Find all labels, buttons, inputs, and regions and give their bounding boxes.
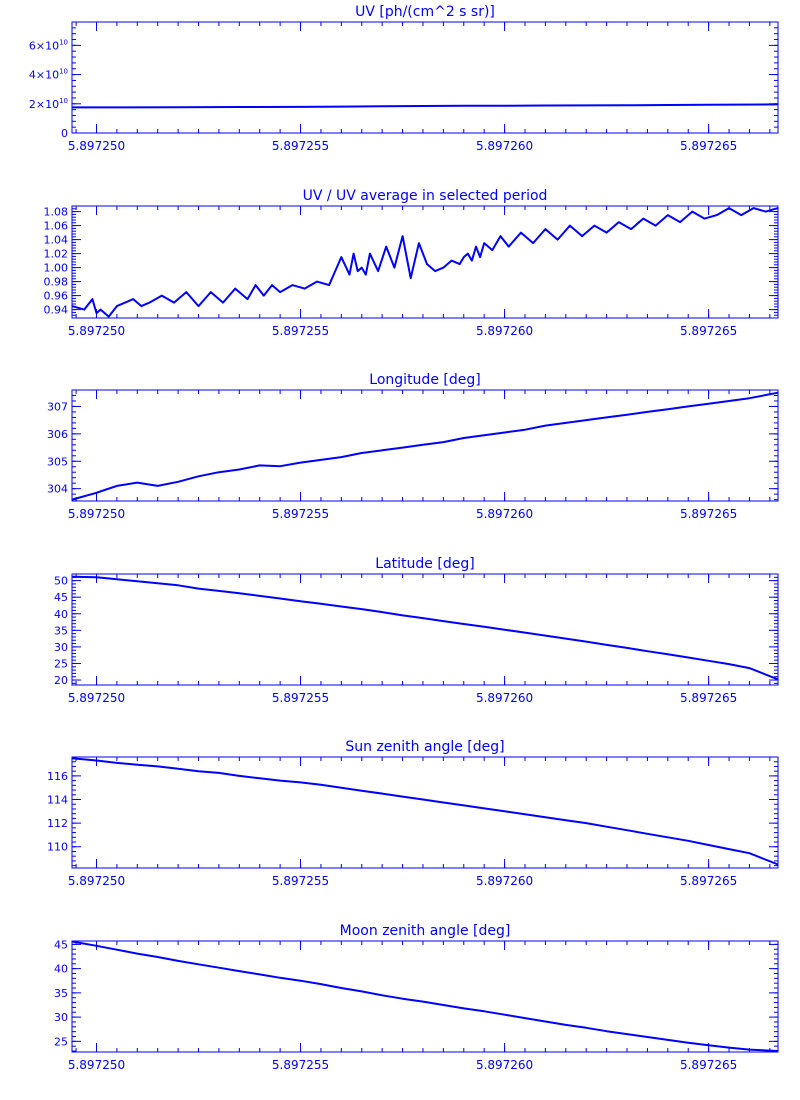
y-tick-label: 305 [47, 455, 68, 468]
y-tick-label: 112 [47, 817, 68, 830]
chart-title: Moon zenith angle [deg] [340, 923, 511, 939]
y-tick-label: 116 [47, 770, 68, 783]
y-tick-label: 114 [47, 794, 68, 807]
plot-frame [71, 21, 779, 134]
y-tick-label: 50 [54, 575, 68, 588]
x-tick-label: 5.897260 [476, 507, 533, 521]
chart-panel-6: Moon zenith angle [deg] 5.897250 5.897255 5… [54, 923, 779, 1072]
x-tick-label: 5.897265 [680, 507, 737, 521]
x-tick-label: 5.897260 [476, 139, 533, 153]
plot-frame [71, 756, 779, 869]
data-line [71, 391, 779, 501]
chart-panel-5: Sun zenith angle [deg] 5.897250 5.897255 5.… [47, 739, 779, 888]
data-line [71, 575, 779, 681]
chart-title: Latitude [deg] [375, 556, 474, 572]
y-tick-label: 0.98 [44, 276, 69, 289]
chart-panel-2: UV / UV average in selected period 5.8972… [44, 188, 779, 338]
x-tick-label: 5.897265 [680, 691, 737, 705]
plot-frame [71, 573, 779, 686]
y-tick-label: 25 [54, 657, 68, 670]
y-tick-label: 1.08 [44, 206, 69, 219]
chart-panel-1: UV [ph/(cm^2 s sr)] 5.897250 5.897255 5.897… [29, 4, 779, 153]
y-tick-mantissa: 2×10 [29, 98, 59, 111]
y-tick-label: 30 [54, 641, 68, 654]
y-tick-label: 6×1010 [29, 38, 68, 52]
y-tick-mantissa: 6×10 [29, 39, 59, 52]
plot-frame [71, 940, 779, 1053]
y-tick-label: 40 [54, 963, 68, 976]
x-tick-label: 5.897260 [476, 691, 533, 705]
y-tick-exponent: 10 [59, 97, 68, 105]
y-tick-label: 45 [54, 591, 68, 604]
x-tick-label: 5.897265 [680, 1058, 737, 1072]
x-tick-label: 5.897250 [68, 691, 125, 705]
y-tick-label: 35 [54, 624, 68, 637]
data-line [71, 207, 779, 318]
y-tick-label: 1.06 [44, 220, 69, 233]
data-line [71, 757, 779, 866]
x-tick-label: 5.897250 [68, 324, 125, 338]
chart-title: Longitude [deg] [369, 372, 480, 388]
y-tick-label: 20 [54, 674, 68, 687]
y-tick-label: 2×1010 [29, 97, 68, 111]
x-tick-label: 5.897255 [272, 691, 329, 705]
y-tick-label: 0 [61, 127, 68, 140]
y-tick-label: 1.00 [44, 262, 69, 275]
x-tick-label: 5.897260 [476, 324, 533, 338]
x-tick-label: 5.897255 [272, 324, 329, 338]
y-tick-label: 35 [54, 987, 68, 1000]
y-tick-mantissa: 0 [61, 127, 68, 140]
y-tick-label: 304 [47, 483, 68, 496]
y-tick-exponent: 10 [59, 38, 68, 46]
x-tick-label: 5.897260 [476, 1058, 533, 1072]
y-tick-label: 40 [54, 608, 68, 621]
data-line [71, 940, 779, 1052]
x-tick-label: 5.897250 [68, 874, 125, 888]
x-tick-label: 5.897255 [272, 139, 329, 153]
y-tick-label: 45 [54, 938, 68, 951]
y-tick-label: 30 [54, 1011, 68, 1024]
x-tick-label: 5.897265 [680, 874, 737, 888]
chart-panel-4: Latitude [deg] 5.897250 5.897255 5.897260 5.… [54, 556, 779, 705]
chart-title: UV [ph/(cm^2 s sr)] [355, 4, 495, 20]
y-tick-label: 1.04 [44, 234, 69, 247]
x-tick-label: 5.897255 [272, 874, 329, 888]
plot-frame [71, 389, 779, 502]
y-tick-label: 4×1010 [29, 68, 68, 82]
y-tick-label: 0.94 [44, 304, 69, 317]
chart-panel-3: Longitude [deg] 5.897250 5.897255 5.897260 5… [47, 372, 779, 521]
y-tick-label: 0.96 [44, 290, 69, 303]
y-tick-mantissa: 4×10 [29, 69, 59, 82]
plot-frame [71, 205, 779, 319]
x-tick-label: 5.897255 [272, 507, 329, 521]
chart-title: Sun zenith angle [deg] [345, 739, 504, 755]
chart-title: UV / UV average in selected period [303, 188, 548, 204]
data-line [71, 103, 779, 109]
x-tick-label: 5.897250 [68, 507, 125, 521]
x-tick-label: 5.897265 [680, 139, 737, 153]
x-tick-label: 5.897250 [68, 139, 125, 153]
x-tick-label: 5.897250 [68, 1058, 125, 1072]
y-tick-exponent: 10 [59, 68, 68, 76]
y-tick-label: 1.02 [44, 248, 69, 261]
y-tick-label: 25 [54, 1035, 68, 1048]
y-tick-label: 307 [47, 400, 68, 413]
y-tick-label: 306 [47, 428, 68, 441]
y-tick-label: 110 [47, 841, 68, 854]
x-tick-label: 5.897265 [680, 324, 737, 338]
x-tick-label: 5.897255 [272, 1058, 329, 1072]
x-tick-label: 5.897260 [476, 874, 533, 888]
